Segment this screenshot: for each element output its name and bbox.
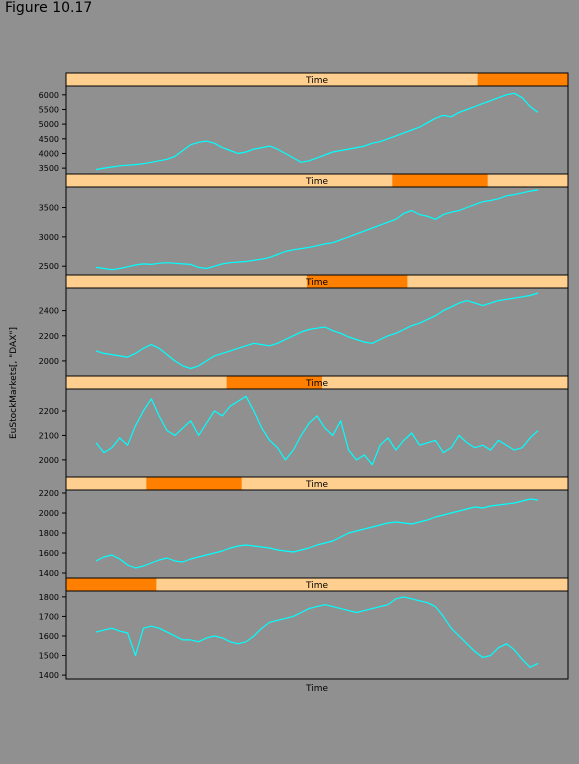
y-tick-label: 1600 <box>39 632 59 641</box>
y-tick-label: 5500 <box>39 105 59 114</box>
y-tick-label: 1400 <box>39 569 59 578</box>
series-line <box>95 292 539 370</box>
y-tick-label: 1700 <box>39 612 59 621</box>
panel-frame <box>65 388 569 478</box>
strip-label: Time <box>305 581 328 591</box>
y-tick-label: 3500 <box>39 204 59 213</box>
series-line <box>95 92 539 171</box>
panel-3: Time 2000 2200 2400 <box>39 274 569 377</box>
y-tick-label: 4000 <box>39 149 59 158</box>
y-tick-label: 1500 <box>39 652 59 661</box>
panel-frame <box>65 85 569 175</box>
panel-6: Time 1400 1500 1600 1700 1800 <box>39 577 569 680</box>
strip-label: Time <box>305 76 328 86</box>
series-line <box>95 596 539 668</box>
y-tick-label: 2100 <box>39 431 59 440</box>
panel-4: Time 2000 2100 2200 <box>39 375 569 478</box>
y-tick-label: 2500 <box>39 262 59 271</box>
y-tick-label: 6000 <box>39 91 59 100</box>
panels-group: Time 3500 4000 4500 5000 5500 6000 Time 2500 3000… <box>39 72 569 680</box>
y-tick-label: 3000 <box>39 233 59 242</box>
strip-shingle-highlight <box>226 376 323 389</box>
strip-shingle-highlight <box>146 477 242 490</box>
strip-label: Time <box>305 379 328 389</box>
y-tick-label: 2200 <box>39 407 59 416</box>
y-tick-label: 2000 <box>39 357 59 366</box>
series-line <box>95 395 539 466</box>
y-tick-label: 2400 <box>39 307 59 316</box>
series-line <box>95 189 539 271</box>
panel-frame <box>65 489 569 579</box>
strip-label: Time <box>305 480 328 490</box>
figure-title: Figure 10.17 <box>5 0 93 16</box>
y-tick-label: 1800 <box>39 593 59 602</box>
y-tick-label: 3500 <box>39 164 59 173</box>
strip-shingle-highlight <box>392 174 488 187</box>
panel-2: Time 2500 3000 3500 <box>39 173 569 276</box>
panel-frame <box>65 590 569 680</box>
y-tick-label: 5000 <box>39 120 59 129</box>
strip-label: Time <box>305 177 328 187</box>
y-tick-label: 4500 <box>39 135 59 144</box>
y-tick-label: 2000 <box>39 456 59 465</box>
panel-5: Time 1400 1600 1800 2000 2200 <box>39 476 569 579</box>
strip-shingle-highlight <box>66 578 157 591</box>
x-axis-label: Time <box>305 684 328 694</box>
y-tick-label: 1800 <box>39 529 59 538</box>
y-tick-label: 1400 <box>39 671 59 680</box>
y-tick-label: 2200 <box>39 332 59 341</box>
y-axis-label: EuStockMarkets[, "DAX"] <box>9 327 19 439</box>
series-line <box>95 498 539 569</box>
y-tick-label: 2000 <box>39 509 59 518</box>
strip-shingle-highlight <box>306 275 408 288</box>
strip-shingle-highlight <box>477 73 568 86</box>
panel-1: Time 3500 4000 4500 5000 5500 6000 <box>39 72 569 175</box>
y-tick-label: 1600 <box>39 549 59 558</box>
y-tick-label: 2200 <box>39 489 59 498</box>
panel-frame <box>65 287 569 377</box>
strip-label: Time <box>305 278 328 288</box>
